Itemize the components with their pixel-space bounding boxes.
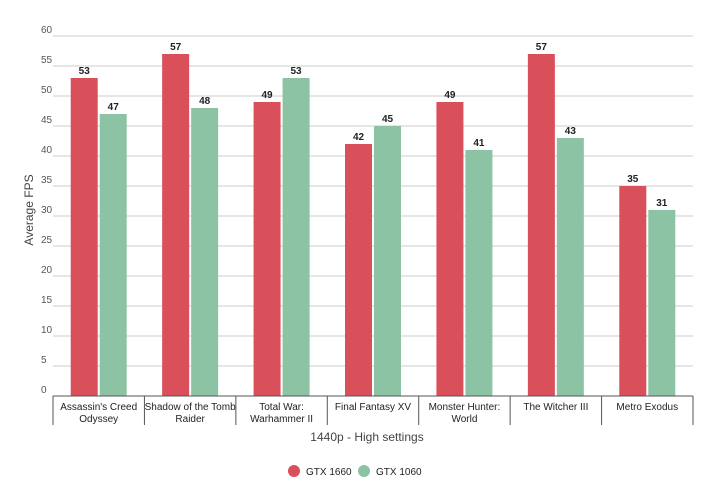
category-label: Shadow of the Tomb Raider [145, 402, 236, 425]
data-label: 41 [473, 138, 485, 149]
category-label-line: Metro Exodus [616, 402, 678, 413]
legend-swatch [358, 465, 370, 477]
y-tick-label: 45 [41, 115, 53, 126]
category-label-line: Assassin's Creed [60, 402, 137, 413]
bar-gtx-1660 [527, 54, 555, 396]
data-label: 31 [656, 198, 668, 209]
bar-gtx-1660 [436, 102, 464, 396]
bar-gtx-1060 [191, 108, 219, 396]
y-tick-label: 25 [41, 235, 53, 246]
bar-gtx-1060 [99, 114, 127, 396]
data-label: 53 [79, 66, 91, 77]
category-label-line: World [451, 414, 477, 425]
category-label-line: Odyssey [79, 414, 118, 425]
y-tick-label: 0 [41, 385, 47, 396]
data-label: 42 [353, 132, 365, 143]
bar-gtx-1060 [282, 78, 310, 396]
bars: 53 47 57 48 49 53 42 45 49 41 57 43 35 31 [70, 42, 676, 396]
category-label: Monster Hunter: World [429, 402, 501, 425]
legend-label: GTX 1060 [376, 467, 422, 478]
data-label: 48 [199, 96, 211, 107]
x-axis: Assassin's Creed Odyssey Shadow of the Tom… [52, 395, 694, 425]
bar-gtx-1060 [556, 138, 584, 396]
category-label-line: Total War: [259, 402, 304, 413]
bar-gtx-1060 [648, 210, 676, 396]
bar-gtx-1660 [70, 78, 98, 396]
category-label-line: The Witcher III [523, 402, 588, 413]
data-label: 53 [291, 66, 303, 77]
data-label: 45 [382, 114, 394, 125]
y-tick-label: 55 [41, 55, 53, 66]
y-tick-label: 35 [41, 175, 53, 186]
y-tick-label: 20 [41, 265, 53, 276]
bar-gtx-1660 [253, 102, 281, 396]
data-label: 49 [262, 90, 274, 101]
data-label: 47 [108, 102, 120, 113]
bar-gtx-1660 [345, 144, 372, 396]
category-label: The Witcher III [523, 402, 588, 413]
data-label: 35 [627, 174, 639, 185]
bar-gtx-1060 [465, 150, 493, 396]
bar-gtx-1660 [162, 54, 190, 396]
y-tick-label: 15 [41, 295, 53, 306]
data-label: 49 [444, 90, 456, 101]
data-label: 43 [565, 126, 577, 137]
y-axis-title: Average FPS [22, 174, 36, 245]
category-label-line: Warhammer II [250, 414, 313, 425]
y-axis-ticks: 0 5 10 15 20 25 30 35 40 45 50 55 60 [41, 25, 53, 396]
data-label: 57 [536, 42, 548, 53]
legend-label: GTX 1660 [306, 467, 352, 478]
category-label-line: Monster Hunter: [429, 402, 501, 413]
legend-swatch [288, 465, 300, 477]
category-label: Final Fantasy XV [335, 402, 411, 413]
category-label: Total War: Warhammer II [250, 402, 313, 425]
y-tick-label: 50 [41, 85, 53, 96]
bar-gtx-1660 [619, 186, 647, 396]
y-tick-label: 10 [41, 325, 53, 336]
y-tick-label: 60 [41, 25, 53, 36]
category-label: Metro Exodus [616, 402, 678, 413]
category-label: Assassin's Creed Odyssey [60, 402, 137, 425]
category-label-line: Raider [175, 414, 205, 425]
category-label-line: Final Fantasy XV [335, 402, 411, 413]
y-tick-label: 30 [41, 205, 53, 216]
gridlines [53, 35, 693, 397]
legend: GTX 1660 GTX 1060 [288, 465, 422, 478]
data-label: 57 [170, 42, 182, 53]
y-tick-label: 5 [41, 355, 47, 366]
x-axis-title: 1440p - High settings [310, 430, 423, 444]
y-tick-label: 40 [41, 145, 53, 156]
bar-gtx-1060 [374, 126, 401, 396]
category-label-line: Shadow of the Tomb [145, 402, 236, 413]
